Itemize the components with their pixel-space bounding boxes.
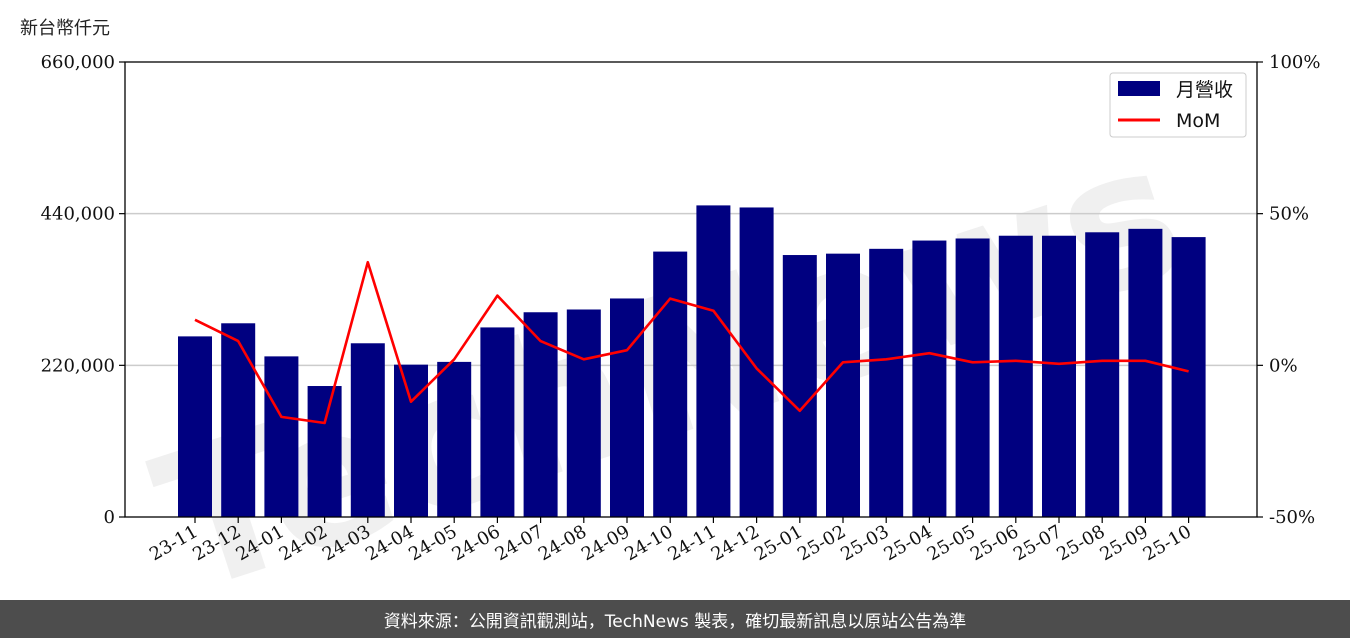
legend: 月營收 MoM [1109, 72, 1247, 138]
bar-25-02 [826, 253, 860, 517]
mom-line [194, 260, 1189, 425]
right-tick-label-1: 0% [1269, 355, 1298, 376]
bar-24-04 [394, 364, 428, 517]
x-tick-label-25-09: 25-09 [1096, 521, 1151, 565]
x-tick-label-25-02: 25-02 [794, 521, 849, 565]
bar-24-02 [307, 386, 342, 517]
right-tick-label-2: 50% [1269, 204, 1309, 225]
x-tick-label-24-12: 24-12 [708, 521, 763, 565]
x-tick-label-25-01: 25-01 [751, 521, 806, 565]
bar-24-06 [480, 327, 515, 517]
bar-25-07 [1042, 235, 1076, 517]
bar-23-11 [178, 336, 212, 517]
bar-24-11 [696, 205, 731, 518]
bar-24-03 [350, 343, 385, 517]
bar-24-07 [523, 312, 558, 517]
bar-25-05 [955, 238, 990, 517]
x-tick-label-25-08: 25-08 [1053, 521, 1108, 565]
x-tick-label-24-11: 24-11 [664, 521, 719, 565]
legend-label-revenue: 月營收 [1176, 79, 1233, 101]
bar-24-08 [566, 309, 601, 517]
x-tick-label-25-07: 25-07 [1010, 521, 1065, 565]
left-tick-label-1: 220,000 [41, 355, 115, 376]
bar-24-05 [437, 361, 472, 517]
right-tick-label-0: -50% [1269, 507, 1315, 528]
bar-24-10 [653, 251, 688, 518]
bar-25-09 [1128, 228, 1163, 518]
x-tick-label-25-04: 25-04 [880, 521, 935, 565]
left-tick-label-0: 0 [104, 507, 115, 528]
bar-24-12 [739, 207, 774, 517]
x-tick-label-25-06: 25-06 [967, 521, 1022, 565]
bar-25-01 [782, 255, 817, 517]
x-tick-label-24-08: 24-08 [535, 521, 590, 565]
bar-25-03 [869, 248, 904, 518]
bar-23-12 [221, 323, 256, 517]
bar-25-10 [1171, 237, 1206, 517]
x-tick-label-25-03: 25-03 [837, 521, 892, 565]
bar-24-09 [610, 298, 644, 517]
left-tick-label-3: 660,000 [41, 52, 115, 73]
x-tick-label-25-05: 25-05 [924, 521, 979, 565]
legend-label-mom: MoM [1176, 110, 1220, 132]
bar-25-06 [998, 235, 1033, 517]
x-tick-label-24-09: 24-09 [578, 521, 633, 565]
x-tick-label-25-10: 25-10 [1140, 521, 1195, 565]
right-tick-label-3: 100% [1269, 52, 1320, 73]
legend-bar-swatch [1118, 81, 1160, 96]
plot-frame [124, 61, 1258, 518]
mom-line-series [194, 260, 1189, 425]
x-tick-label-24-10: 24-10 [621, 521, 676, 565]
y-axis-unit-label: 新台幣仟元 [20, 18, 110, 39]
bar-25-04 [912, 240, 947, 517]
source-footer: 資料來源：公開資訊觀測站，TechNews 製表，確切最新訊息以原站公告為準 [0, 600, 1350, 638]
bar-25-08 [1085, 232, 1120, 517]
footer-text: 資料來源：公開資訊觀測站，TechNews 製表，確切最新訊息以原站公告為準 [383, 611, 967, 632]
revenue-chart: TechNews 0220,000440,000660,000-50%0%50%… [41, 52, 1321, 600]
bar-24-01 [264, 356, 299, 517]
left-tick-label-2: 440,000 [41, 204, 115, 225]
